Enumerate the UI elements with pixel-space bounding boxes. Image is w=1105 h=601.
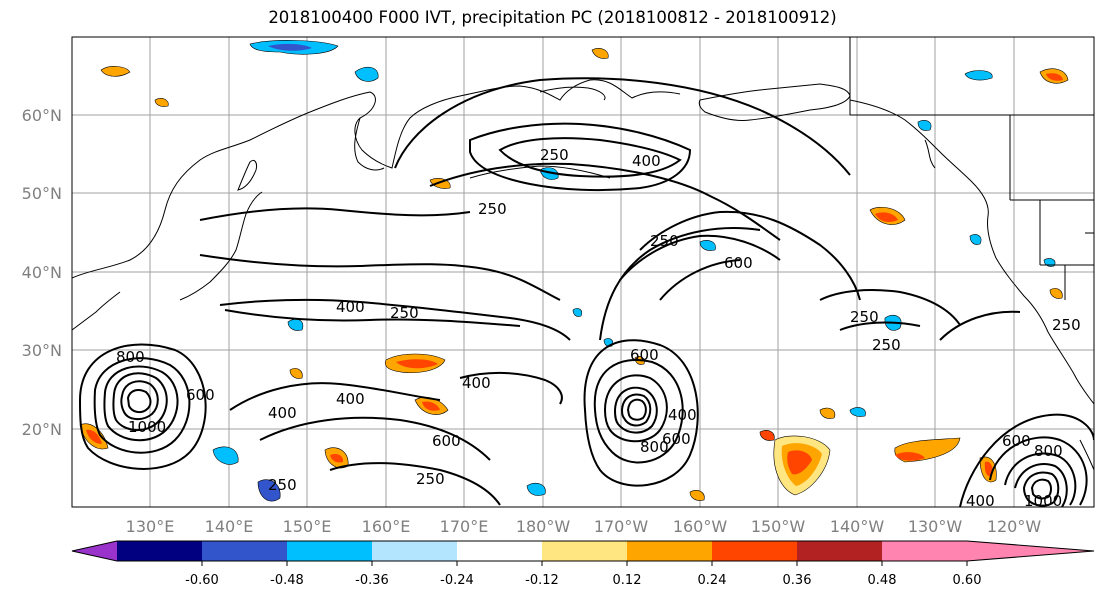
contour-label: 250	[540, 146, 569, 164]
lat-label: 60°N	[22, 106, 62, 125]
lat-label: 20°N	[22, 420, 62, 439]
colorbar-segment	[712, 541, 797, 561]
colorbar-outline	[71, 540, 1095, 562]
colorbar-tick-label: -0.60	[185, 573, 219, 588]
colorbar-segment	[797, 541, 882, 561]
ivt-contours	[78, 77, 1094, 507]
lon-label: 140°W	[830, 517, 885, 536]
colorbar-tick-label: -0.48	[270, 573, 304, 588]
contour-label: 1000	[1024, 492, 1062, 510]
contour-label: 250	[478, 200, 507, 218]
colorbar: -0.60 -0.48 -0.36 -0.24 -0.12 0.12 0.24 …	[71, 540, 1095, 588]
lon-label: 180°W	[516, 517, 571, 536]
colorbar-tick-label: -0.36	[355, 573, 389, 588]
colorbar-segment	[542, 541, 627, 561]
contour-label: 600	[662, 430, 691, 448]
contour-label: 250	[268, 476, 297, 494]
contour-label: 1000	[128, 418, 166, 436]
coastlines	[72, 37, 1094, 471]
lat-label: 50°N	[22, 184, 62, 203]
contour-label: 250	[872, 336, 901, 354]
contour-label: 400	[632, 152, 661, 170]
lat-label: 40°N	[22, 263, 62, 282]
contour-label: 600	[630, 346, 659, 364]
contour-label: 400	[668, 406, 697, 424]
latitude-labels: 60°N 50°N 40°N 30°N 20°N	[22, 106, 62, 439]
map-title: 2018100400 F000 IVT, precipitation PC (2…	[268, 8, 837, 27]
colorbar-tick-label: 0.36	[783, 573, 812, 588]
lon-label: 120°W	[987, 517, 1042, 536]
colorbar-segment	[117, 541, 202, 561]
lon-label: 160°E	[362, 517, 411, 536]
colorbar-tick-label: -0.12	[525, 573, 559, 588]
contour-label: 600	[724, 254, 753, 272]
lon-label: 130°E	[126, 517, 175, 536]
contour-label: 400	[462, 374, 491, 392]
contour-label: 600	[186, 386, 215, 404]
contour-label: 250	[390, 304, 419, 322]
lon-label: 140°E	[205, 517, 254, 536]
longitude-labels: 130°E 140°E 150°E 160°E 170°E 180°W 170°…	[126, 517, 1042, 536]
contour-label: 800	[116, 348, 145, 366]
colorbar-segment	[882, 541, 967, 561]
colorbar-segment	[372, 541, 457, 561]
lon-label: 170°E	[440, 517, 489, 536]
colorbar-segment	[202, 541, 287, 561]
contour-label: 400	[336, 390, 365, 408]
colorbar-tick-label: 0.48	[868, 573, 897, 588]
contour-label: 600	[432, 432, 461, 450]
ivt-contour-labels: 250 400 250 250 600 400 250 800 1000 600…	[116, 146, 1081, 510]
contour-label: 400	[336, 298, 365, 316]
map-frame	[71, 36, 1095, 508]
lon-label: 160°W	[673, 517, 728, 536]
colorbar-tick-label: -0.24	[440, 573, 474, 588]
colorbar-tick-label: 0.24	[698, 573, 727, 588]
lat-label: 30°N	[22, 341, 62, 360]
contour-label: 600	[1002, 432, 1031, 450]
colorbar-segment	[287, 541, 372, 561]
colorbar-extend-low	[72, 541, 117, 561]
colorbar-tick-label: 0.60	[953, 573, 982, 588]
contour-label: 800	[640, 438, 669, 456]
lon-label: 130°W	[908, 517, 963, 536]
colorbar-extend-high	[967, 541, 1094, 561]
colorbar-segment	[627, 541, 712, 561]
contour-label: 400	[268, 404, 297, 422]
lon-label: 150°W	[751, 517, 806, 536]
contour-label: 250	[416, 470, 445, 488]
lon-label: 170°W	[594, 517, 649, 536]
precipitation-anomaly-patches	[79, 40, 1069, 502]
colorbar-tick-label: 0.12	[613, 573, 642, 588]
contour-label: 250	[650, 232, 679, 250]
contour-label: 800	[1034, 442, 1063, 460]
lon-label: 150°E	[283, 517, 332, 536]
colorbar-segment	[457, 541, 542, 561]
contour-label: 250	[1052, 316, 1081, 334]
contour-label: 400	[966, 492, 995, 510]
contour-label: 250	[850, 308, 879, 326]
